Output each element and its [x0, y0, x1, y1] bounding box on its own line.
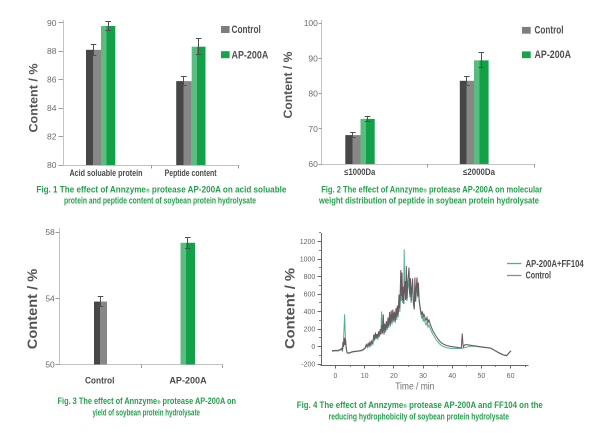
svg-text:Content / %: Content / % — [283, 268, 298, 349]
svg-text:Time / min: Time / min — [395, 381, 434, 392]
svg-text:70: 70 — [308, 124, 318, 134]
svg-text:54: 54 — [45, 293, 55, 303]
svg-text:86: 86 — [47, 75, 57, 85]
svg-text:Control: Control — [535, 25, 564, 37]
svg-text:50: 50 — [478, 373, 486, 380]
svg-text:Fig. 3 The effect of Annzyme®: Fig. 3 The effect of Annzyme® protease A… — [58, 396, 237, 406]
svg-text:600: 600 — [304, 292, 316, 299]
svg-text:10: 10 — [361, 373, 369, 380]
svg-text:Acid soluable protein: Acid soluable protein — [70, 168, 143, 178]
svg-text:0: 0 — [334, 373, 338, 380]
svg-text:protein and peptide content of: protein and peptide content of soybean p… — [64, 196, 256, 206]
svg-text:60: 60 — [308, 159, 318, 169]
svg-text:AP-200A: AP-200A — [169, 375, 207, 385]
svg-text:AP-200A+FF104: AP-200A+FF104 — [526, 258, 584, 270]
svg-text:Control: Control — [526, 270, 551, 282]
svg-text:Control: Control — [232, 24, 261, 36]
svg-text:82: 82 — [47, 132, 57, 142]
svg-text:100: 100 — [304, 18, 318, 28]
svg-text:AP-200A: AP-200A — [232, 49, 269, 61]
svg-text:800: 800 — [304, 274, 316, 281]
svg-text:weight distribution of peptide: weight distribution of peptide in soybea… — [318, 196, 539, 206]
svg-text:1000: 1000 — [300, 257, 316, 264]
svg-text:200: 200 — [304, 327, 316, 334]
svg-text:88: 88 — [47, 46, 57, 56]
svg-text:30: 30 — [419, 373, 427, 380]
svg-text:≤1000Da: ≤1000Da — [344, 167, 376, 177]
svg-text:-200: -200 — [301, 362, 315, 369]
svg-text:yield of soybean protein hydro: yield of soybean protein hydrolysate — [92, 407, 200, 417]
svg-text:400: 400 — [304, 309, 316, 316]
svg-text:90: 90 — [308, 53, 318, 63]
svg-text:Fig. 2 The effect of Annzyme®: Fig. 2 The effect of Annzyme® protease A… — [321, 185, 542, 195]
svg-text:Control: Control — [85, 375, 115, 385]
svg-text:80: 80 — [47, 160, 57, 170]
svg-text:Fig. 4 The effect of Annzyme®: Fig. 4 The effect of Annzyme® protease A… — [297, 400, 543, 410]
svg-text:Content / %: Content / % — [27, 63, 41, 132]
svg-text:Content / %: Content / % — [281, 51, 295, 118]
svg-text:Peptide content: Peptide content — [165, 168, 217, 178]
svg-text:0: 0 — [311, 344, 315, 351]
svg-text:58: 58 — [45, 227, 55, 237]
svg-text:50: 50 — [45, 360, 55, 370]
svg-text:1200: 1200 — [300, 239, 316, 246]
svg-text:90: 90 — [47, 18, 57, 28]
svg-text:84: 84 — [47, 103, 57, 113]
svg-text:≤2000Da: ≤2000Da — [463, 167, 496, 177]
svg-text:80: 80 — [308, 89, 318, 99]
svg-text:AP-200A: AP-200A — [535, 49, 572, 61]
svg-text:Fig. 1 The effect of Annzyme®: Fig. 1 The effect of Annzyme® protease A… — [36, 185, 286, 195]
svg-text:40: 40 — [448, 373, 456, 380]
svg-text:20: 20 — [390, 373, 398, 380]
svg-text:60: 60 — [507, 373, 515, 380]
svg-text:reducing hydrophobicity of soy: reducing hydrophobicity of soybean prote… — [329, 411, 509, 421]
svg-text:Content / %: Content / % — [25, 269, 40, 350]
